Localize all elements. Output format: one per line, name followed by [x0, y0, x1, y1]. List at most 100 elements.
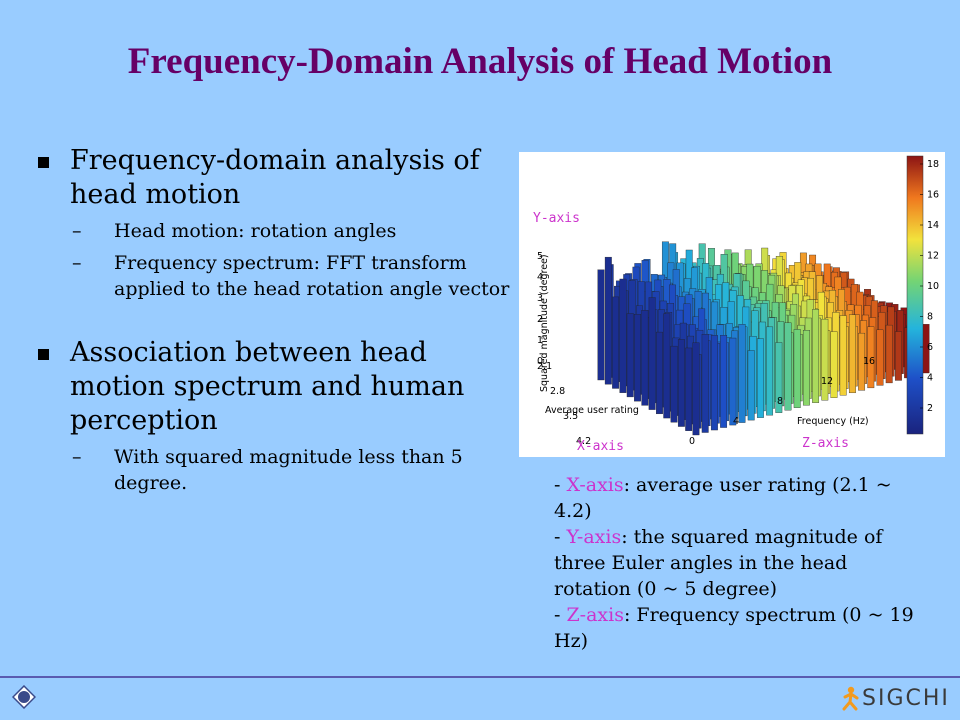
colorbar-tick-label: 14 — [927, 220, 939, 231]
z-tick-label: 16 — [863, 356, 875, 367]
spectrum-bar — [848, 314, 856, 394]
z-axis-overlay: Z-axis — [802, 436, 849, 451]
z-tick-label: 4 — [733, 416, 739, 427]
spectrum-bar — [802, 330, 810, 406]
sub-bullet: – Frequency spectrum: FFT transform appl… — [36, 250, 516, 302]
spectrum-bar — [692, 342, 700, 436]
spectrum-bar — [648, 297, 656, 410]
spectrum-bar — [634, 314, 641, 402]
sub-bullet-text: Head motion: rotation angles — [114, 220, 397, 242]
bullet-main: Association between head motion spectrum… — [36, 336, 516, 438]
spectrum-bar — [894, 331, 902, 381]
spectrum-bar — [619, 278, 627, 393]
spectrum-bar — [710, 335, 718, 431]
spectrum-bar — [858, 332, 866, 391]
spectrum-bar — [670, 345, 678, 423]
dash-bullet-icon: – — [72, 252, 82, 274]
colorbar-tick-label: 4 — [927, 373, 933, 384]
sub-bullet-text: Frequency spectrum: FFT transform applie… — [114, 252, 510, 300]
spectrum-bar — [839, 315, 847, 396]
spectrum-bar — [830, 331, 838, 398]
dash-bullet-icon: – — [72, 446, 82, 468]
axis-notes: - X-axis: average user rating (2.1 ~ 4.2… — [554, 472, 914, 654]
colorbar — [906, 155, 924, 435]
y-axis-overlay: Y-axis — [533, 211, 580, 226]
spectrum-bar — [663, 313, 671, 419]
spectrum-bar — [812, 309, 820, 403]
spectrum-bar — [626, 313, 634, 398]
square-bullet-icon — [38, 157, 49, 168]
y-tick-label: 4 — [537, 272, 543, 283]
note-x-label: X-axis — [566, 474, 624, 496]
x-axis-title: Average user rating — [545, 405, 639, 416]
note-y-label: Y-axis — [566, 526, 622, 548]
sigchi-figure-icon — [842, 686, 859, 711]
acm-logo-icon — [12, 685, 36, 709]
spectrum-3d-chart: 0 1 2 3 4 5 2.1 2.8 3.5 4.2 0 4 8 12 16 Squared magnitu… — [519, 152, 945, 457]
spectrum-bar — [677, 339, 685, 427]
spectrum-bar — [867, 326, 875, 389]
x-tick-label: 2.8 — [550, 386, 565, 397]
spectrum-bar — [701, 334, 709, 433]
z-tick-label: 8 — [777, 396, 783, 407]
y-tick-label: 3 — [537, 293, 543, 304]
page-title: Frequency-Domain Analysis of Head Motion — [127, 41, 833, 82]
sigchi-logo: SIGCHI — [840, 682, 950, 714]
y-tick-label: 2 — [537, 314, 543, 325]
colorbar-tick-label: 8 — [927, 312, 933, 323]
sub-bullet: – With squared magnitude less than 5 deg… — [36, 444, 516, 496]
bullet-list: Frequency-domain analysis of head motion… — [36, 144, 516, 496]
dash-bullet-icon: – — [72, 220, 82, 242]
sigchi-logo-text: SIGCHI — [862, 685, 950, 711]
spectrum-bar — [641, 310, 649, 406]
spectrum-bar — [729, 337, 737, 426]
x-tick-label: 2.1 — [537, 361, 552, 372]
colorbar-tick-label: 16 — [927, 190, 939, 201]
note-z: - Z-axis: Frequency spectrum (0 ~ 19 Hz) — [554, 604, 914, 652]
x-axis-overlay: X-axis — [577, 439, 624, 454]
bar-field — [597, 241, 930, 436]
y-tick-label: 5 — [537, 251, 543, 262]
colorbar-tick-label: 6 — [927, 342, 933, 353]
bullet-text: Association between head motion spectrum… — [70, 337, 465, 436]
spectrum-bar — [885, 324, 893, 384]
z-tick-label: 12 — [821, 376, 833, 387]
bullet-main: Frequency-domain analysis of head motion — [36, 144, 516, 212]
colorbar-tick-label: 2 — [927, 403, 933, 414]
spectrum-bar — [604, 256, 612, 385]
spectrum-bar — [766, 326, 774, 416]
square-bullet-icon — [38, 349, 49, 360]
spectrum-bar — [793, 329, 801, 408]
spectrum-bar — [738, 324, 746, 423]
spectrum-bar — [656, 331, 663, 415]
z-axis-title: Frequency (Hz) — [797, 416, 869, 427]
sub-bullet-text: With squared magnitude less than 5 degre… — [114, 446, 463, 494]
y-tick-label: 1 — [537, 335, 543, 346]
colorbar-tick-label: 12 — [927, 251, 939, 262]
sub-bullet: – Head motion: rotation angles — [36, 218, 516, 244]
spectrum-bar — [685, 347, 693, 431]
z-tick-label: 0 — [689, 436, 695, 447]
note-z-label: Z-axis — [566, 604, 624, 626]
y-tick-label: 0 — [537, 356, 543, 367]
colorbar-ticks: 2 4 6 8 10 12 14 16 18 — [920, 159, 939, 414]
x-tick-label: 3.5 — [563, 411, 578, 422]
colorbar-tick-label: 10 — [927, 281, 939, 292]
spectrum-bar — [821, 318, 829, 401]
spectrum-bar — [756, 338, 764, 418]
footer-divider — [0, 676, 960, 678]
spectrum-bar — [747, 350, 755, 421]
spectrum-bar — [720, 335, 728, 428]
x-tick-label: 4.2 — [576, 436, 591, 447]
note-y: - Y-axis: the squared magnitude of three… — [554, 526, 883, 600]
colorbar-tick-label: 18 — [927, 159, 939, 170]
spectrum-bar — [784, 322, 792, 411]
spectrum-bar — [597, 269, 605, 381]
spectrum-bar — [775, 342, 783, 413]
y-axis-title: Squared magnitude (degree) — [539, 254, 550, 392]
note-x: - X-axis: average user rating (2.1 ~ 4.2… — [554, 474, 892, 522]
spectrum-bar — [876, 329, 884, 386]
bullet-text: Frequency-domain analysis of head motion — [70, 145, 480, 210]
